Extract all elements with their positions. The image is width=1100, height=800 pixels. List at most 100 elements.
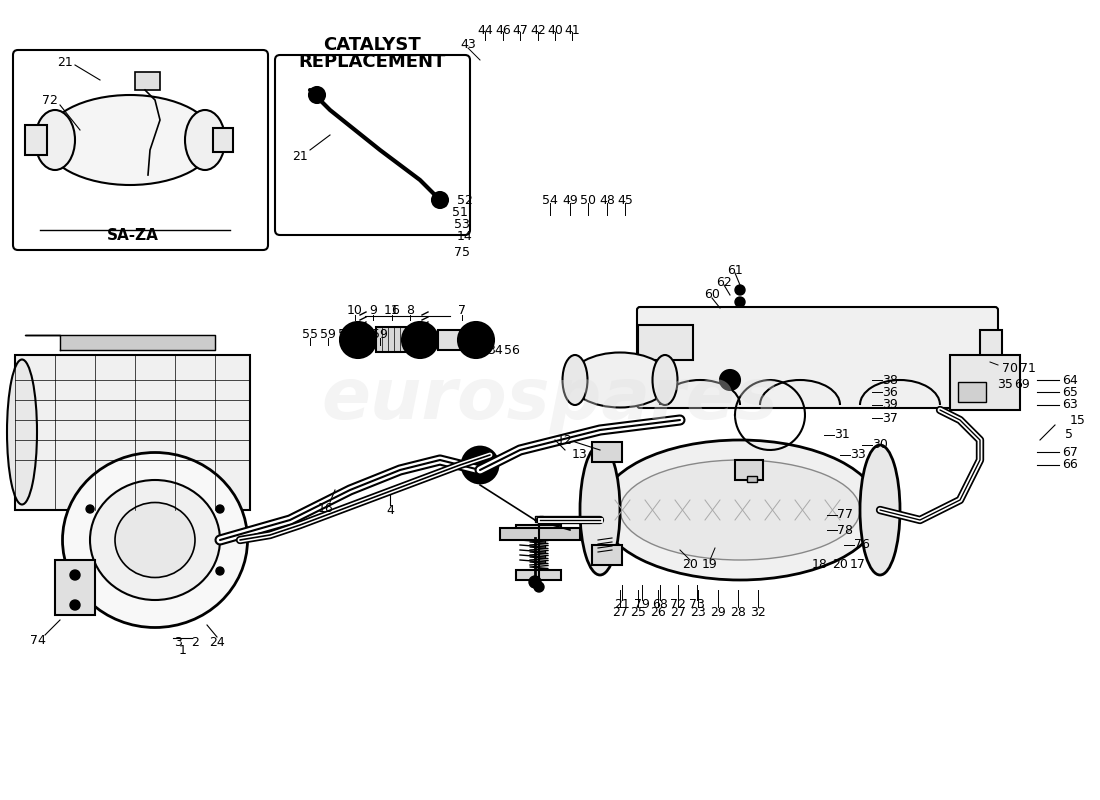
Text: 58: 58 <box>338 329 354 342</box>
Text: 2: 2 <box>191 637 199 650</box>
Bar <box>638 325 693 360</box>
Text: 30: 30 <box>872 438 888 451</box>
Text: 68: 68 <box>652 598 668 611</box>
Text: 73: 73 <box>689 598 705 611</box>
Bar <box>980 330 1002 360</box>
Ellipse shape <box>116 502 195 578</box>
Bar <box>135 72 160 90</box>
Text: 61: 61 <box>727 263 742 277</box>
Text: 53: 53 <box>454 218 470 231</box>
Bar <box>592 545 622 565</box>
Bar <box>747 476 757 482</box>
Text: 39: 39 <box>882 398 898 411</box>
Text: 17: 17 <box>850 558 866 571</box>
Bar <box>438 330 463 350</box>
Polygon shape <box>25 335 215 350</box>
Text: 49: 49 <box>562 194 578 206</box>
Circle shape <box>529 576 541 588</box>
Text: 77: 77 <box>837 509 852 522</box>
Text: 10: 10 <box>348 303 363 317</box>
Text: 4: 4 <box>386 503 394 517</box>
Circle shape <box>340 322 376 358</box>
Text: 41: 41 <box>564 23 580 37</box>
Text: 55: 55 <box>302 329 318 342</box>
Bar <box>516 570 561 580</box>
Text: 6: 6 <box>392 303 399 317</box>
Ellipse shape <box>600 440 880 580</box>
Text: 44: 44 <box>477 23 493 37</box>
Bar <box>735 460 763 480</box>
Text: 37: 37 <box>882 411 898 425</box>
Text: 50: 50 <box>580 194 596 206</box>
Circle shape <box>470 455 490 475</box>
Text: 7: 7 <box>458 303 466 317</box>
Text: 21: 21 <box>57 55 73 69</box>
Circle shape <box>432 192 448 208</box>
Bar <box>516 525 561 535</box>
Ellipse shape <box>35 110 75 170</box>
Text: 57: 57 <box>354 329 370 342</box>
Text: 20: 20 <box>682 558 697 571</box>
Text: 25: 25 <box>630 606 646 618</box>
Bar <box>592 442 622 462</box>
Ellipse shape <box>63 453 248 627</box>
Ellipse shape <box>860 445 900 575</box>
FancyBboxPatch shape <box>637 307 998 408</box>
Bar <box>55 560 95 615</box>
Text: 56: 56 <box>504 343 520 357</box>
Text: 72: 72 <box>42 94 58 106</box>
Bar <box>213 128 233 152</box>
Text: 27: 27 <box>670 606 686 618</box>
Circle shape <box>86 505 94 513</box>
Text: 54: 54 <box>542 194 558 206</box>
Text: 20: 20 <box>832 558 848 571</box>
Text: 15: 15 <box>1070 414 1086 426</box>
Text: 31: 31 <box>834 429 850 442</box>
Circle shape <box>735 285 745 295</box>
Text: eurospares: eurospares <box>321 366 779 434</box>
Text: 72: 72 <box>670 598 686 611</box>
Text: CATALYST: CATALYST <box>323 36 421 54</box>
Text: 45: 45 <box>617 194 632 206</box>
Text: 65: 65 <box>1062 386 1078 398</box>
Text: 69: 69 <box>1014 378 1030 391</box>
Text: 28: 28 <box>730 606 746 618</box>
Text: 21: 21 <box>293 150 308 162</box>
Text: 63: 63 <box>1062 398 1078 411</box>
Text: 59: 59 <box>372 329 388 342</box>
Text: 18: 18 <box>812 558 828 571</box>
Circle shape <box>309 87 324 103</box>
Bar <box>950 355 1020 410</box>
Ellipse shape <box>7 359 37 505</box>
Text: 36: 36 <box>882 386 898 398</box>
Text: 1: 1 <box>179 643 187 657</box>
Text: 8: 8 <box>406 303 414 317</box>
Text: 24: 24 <box>209 637 224 650</box>
Bar <box>15 355 250 510</box>
Circle shape <box>86 567 94 575</box>
Ellipse shape <box>580 445 620 575</box>
Circle shape <box>462 447 498 483</box>
Bar <box>500 528 580 540</box>
Text: 79: 79 <box>634 598 650 611</box>
Text: 21: 21 <box>614 598 630 611</box>
Text: 47: 47 <box>513 23 528 37</box>
Text: 9: 9 <box>370 303 377 317</box>
Text: 13: 13 <box>572 449 587 462</box>
Bar <box>958 382 986 402</box>
Text: 67: 67 <box>1062 446 1078 458</box>
Bar <box>25 125 47 155</box>
Ellipse shape <box>562 355 587 405</box>
Text: 60: 60 <box>704 289 719 302</box>
Text: 23: 23 <box>690 606 706 618</box>
Bar <box>376 327 406 352</box>
Text: REPLACEMENT: REPLACEMENT <box>298 53 446 71</box>
Text: 26: 26 <box>650 606 666 618</box>
Text: 35: 35 <box>997 378 1013 391</box>
Text: 33: 33 <box>850 449 866 462</box>
Ellipse shape <box>620 460 860 560</box>
Ellipse shape <box>90 480 220 600</box>
Text: 62: 62 <box>716 275 732 289</box>
Text: 52: 52 <box>458 194 473 206</box>
Text: 43: 43 <box>460 38 476 51</box>
